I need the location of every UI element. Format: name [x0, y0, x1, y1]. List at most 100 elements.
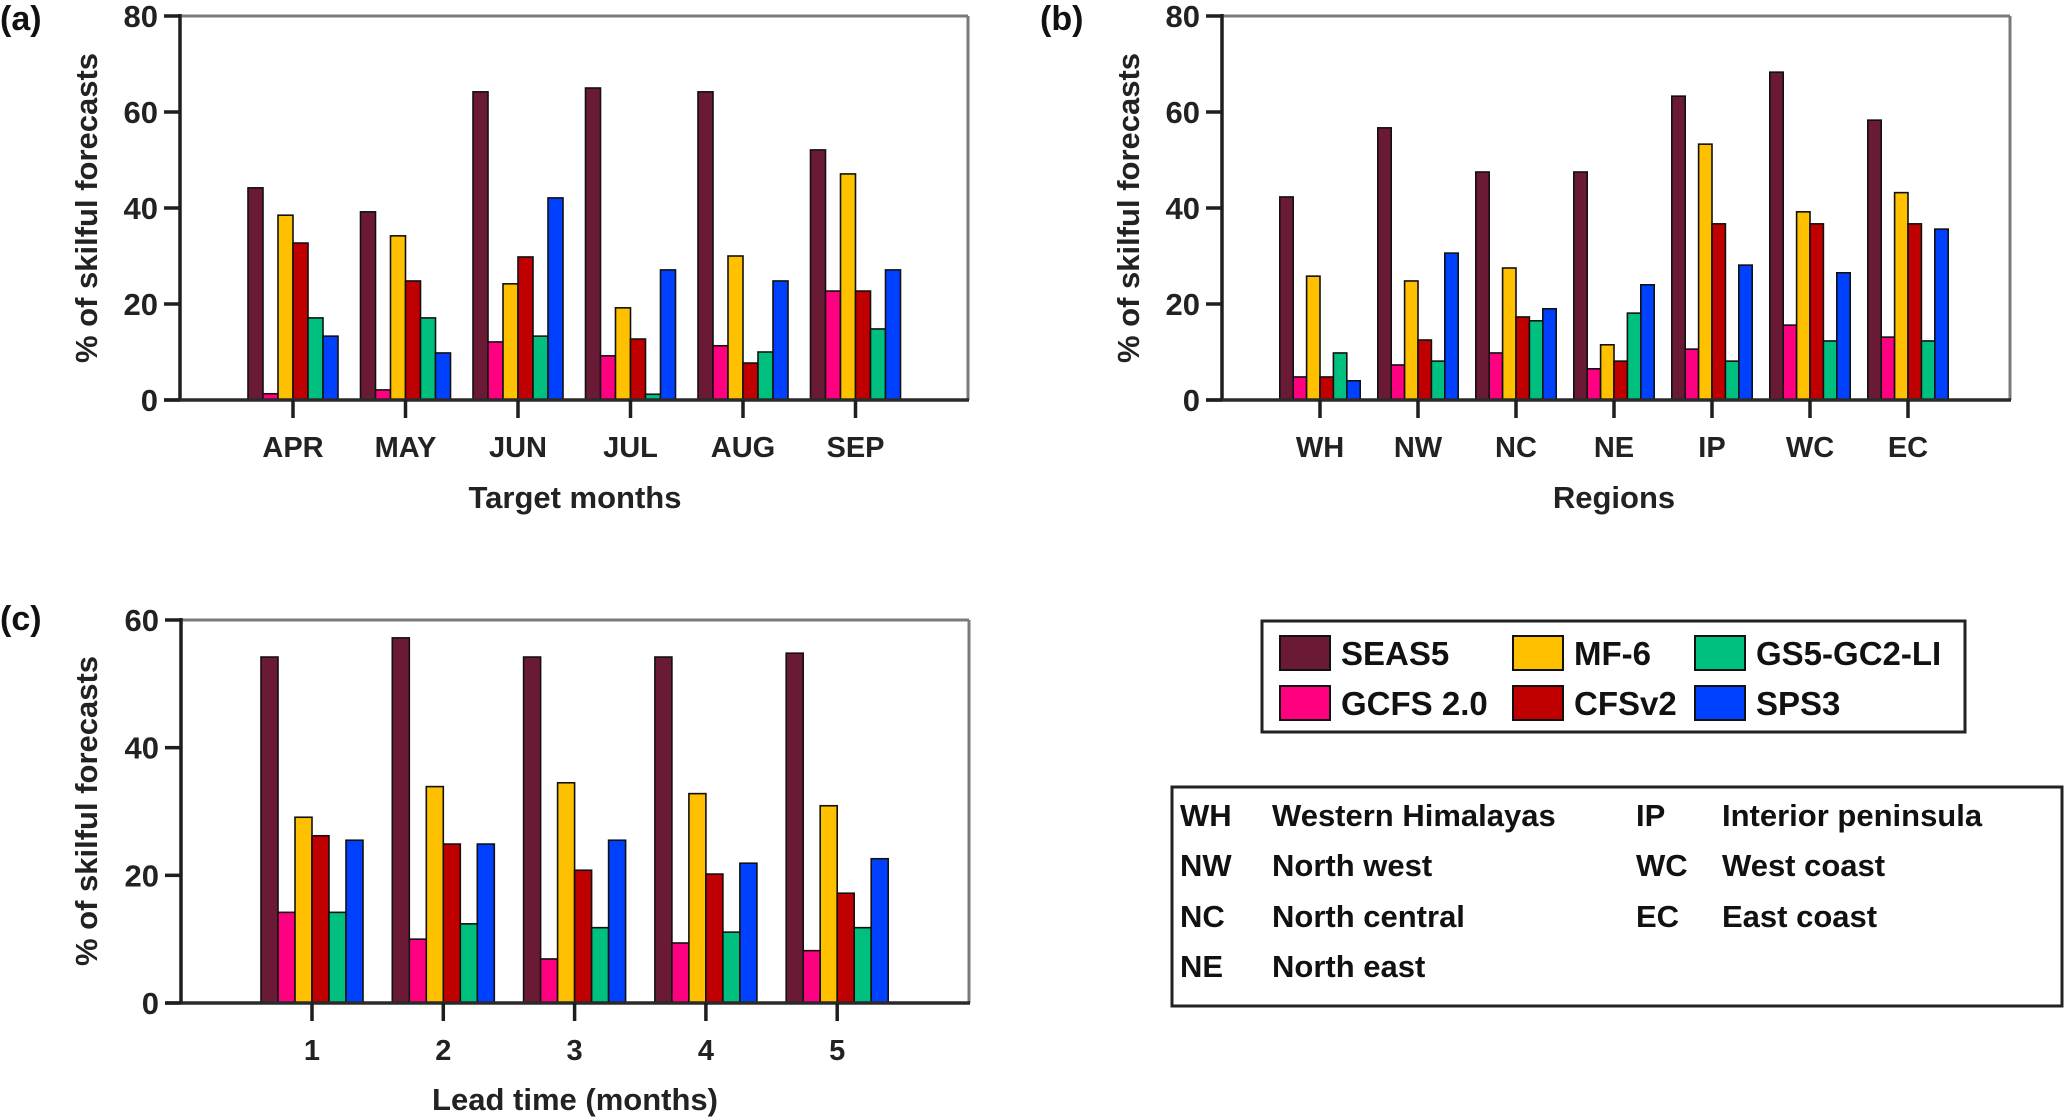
bar-b-cfsv2-ne — [1613, 360, 1629, 401]
plot-area-b: 0 20 40 60 80 WH NW NC NE IP WC EC — [1166, 0, 2012, 464]
bar-b-gs5-gc2-li-ip — [1724, 360, 1740, 401]
bar-a-sps3-may — [434, 352, 452, 401]
bar-b-gcfs-2-0-wh — [1292, 376, 1308, 401]
x-axis-title-c: Lead time (months) — [432, 1082, 718, 1117]
region-key-item-wh: WH Western Himalayas — [1180, 798, 1556, 833]
bar-a-seas5-may — [359, 211, 377, 401]
chart-panel-b: (b) % of skilful forecasts Regions 0 20 40… — [1040, 0, 2012, 515]
bar-b-gcfs-2-0-ip — [1684, 348, 1700, 401]
legend-label: SPS3 — [1756, 685, 1840, 722]
bar-a-cfsv2-jul — [629, 338, 647, 401]
region-key-item-ec: EC East coast — [1636, 899, 1877, 934]
bar-c-gs5-gc2-li-2 — [459, 923, 479, 1004]
bar-c-cfsv2-3 — [573, 869, 593, 1004]
bar-c-mf-6-5 — [819, 804, 839, 1004]
y-tick-label: 60 — [1166, 95, 1200, 130]
plot-area-c: 0 20 40 60 1 2 3 4 5 — [125, 603, 971, 1067]
bar-b-mf-6-wc — [1795, 211, 1811, 401]
y-tick-label: 80 — [1166, 0, 1200, 34]
x-tick-label: WH — [1296, 432, 1344, 464]
y-tick-label: 20 — [1166, 287, 1200, 322]
bar-b-mf-6-nc — [1501, 267, 1517, 401]
bar-b-gs5-gc2-li-wc — [1822, 340, 1838, 401]
region-abbr: NC — [1180, 899, 1225, 934]
bar-c-seas5-4 — [654, 656, 673, 1004]
bar-a-gs5-gc2-li-sep — [869, 328, 887, 401]
bar-c-gcfs-2-0-2 — [408, 938, 428, 1004]
y-tick-label: 40 — [124, 191, 158, 226]
bar-b-seas5-wh — [1279, 196, 1295, 401]
bar-c-sps3-5 — [870, 857, 890, 1004]
x-tick-label: IP — [1698, 432, 1725, 464]
region-name: North central — [1272, 899, 1465, 934]
y-tick-label: 0 — [141, 383, 158, 418]
legend-label: SEAS5 — [1341, 635, 1449, 672]
region-abbr: WH — [1180, 798, 1232, 833]
bar-b-gcfs-2-0-ne — [1586, 367, 1602, 401]
bar-c-mf-6-3 — [556, 781, 576, 1004]
bar-c-cfsv2-1 — [311, 834, 330, 1004]
x-tick-label: JUL — [603, 432, 658, 464]
legend-label: GS5-GC2-LI — [1756, 635, 1941, 672]
x-tick-label: APR — [262, 432, 323, 464]
bar-a-gs5-gc2-li-apr — [307, 317, 324, 401]
x-tick-label: NC — [1495, 432, 1537, 464]
bar-a-mf-6-sep — [839, 173, 857, 401]
bar-c-gcfs-2-0-1 — [277, 911, 296, 1004]
region-key: WH Western Himalayas NW North west NC North c… — [1170, 785, 2064, 1008]
bar-b-gcfs-2-0-wc — [1782, 324, 1798, 401]
region-name: North east — [1272, 949, 1425, 984]
bar-b-seas5-wc — [1769, 71, 1785, 401]
bar-b-sps3-ip — [1738, 264, 1754, 401]
bar-a-seas5-jun — [472, 91, 489, 401]
bar-a-mf-6-aug — [727, 255, 744, 401]
region-key-frame — [1170, 785, 2064, 1008]
bar-c-gs5-gc2-li-1 — [328, 911, 347, 1004]
bar-a-cfsv2-aug — [742, 362, 759, 401]
bar-a-gcfs-2-0-aug — [712, 344, 729, 401]
region-name: Interior peninsula — [1722, 798, 1983, 833]
bar-c-seas5-3 — [522, 656, 542, 1004]
y-tick-label: 0 — [142, 986, 159, 1021]
bar-a-mf-6-jun — [502, 283, 519, 401]
bar-a-gs5-gc2-li-jun — [532, 335, 549, 401]
bar-a-cfsv2-may — [404, 280, 422, 401]
bar-a-gs5-gc2-li-aug — [757, 351, 774, 401]
panel-label-b: (b) — [1040, 0, 1083, 38]
legend-label: MF-6 — [1574, 635, 1651, 672]
region-abbr: EC — [1636, 899, 1679, 934]
bar-b-mf-6-ip — [1697, 143, 1713, 401]
legend-item-cfsv2: CFSv2 — [1512, 685, 1677, 722]
region-name: North west — [1272, 848, 1432, 883]
bar-b-gs5-gc2-li-nw — [1430, 360, 1446, 401]
bar-a-seas5-aug — [697, 91, 714, 401]
bar-a-mf-6-apr — [277, 214, 294, 401]
region-key-item-ip: IP Interior peninsula — [1636, 798, 1983, 833]
x-tick-label: SEP — [826, 432, 884, 464]
bar-b-seas5-ne — [1573, 171, 1589, 401]
x-tick-label: 5 — [829, 1035, 845, 1067]
region-name: West coast — [1722, 848, 1885, 883]
legend-item-sps3: SPS3 — [1694, 685, 1840, 722]
region-key-item-nw: NW North west — [1180, 848, 1432, 883]
bar-c-sps3-1 — [345, 839, 364, 1004]
bar-c-gs5-gc2-li-4 — [722, 931, 741, 1004]
region-key-item-wc: WC West coast — [1636, 848, 1885, 883]
bar-c-sps3-2 — [476, 843, 496, 1004]
bar-c-cfsv2-5 — [836, 892, 856, 1004]
y-axis-title-c: % of skilful forecasts — [69, 656, 104, 966]
bar-b-cfsv2-wc — [1809, 223, 1825, 401]
bar-c-mf-6-1 — [294, 816, 313, 1004]
chart-panel-a: (a) % of skilful forecasts Target months… — [0, 0, 970, 515]
y-tick-label: 60 — [124, 95, 158, 130]
bar-b-sps3-nc — [1542, 307, 1558, 401]
legend-label: CFSv2 — [1574, 685, 1677, 722]
region-abbr: IP — [1636, 798, 1665, 833]
bar-a-seas5-apr — [247, 187, 264, 401]
bar-b-mf-6-wh — [1305, 275, 1321, 401]
bar-a-sps3-jun — [547, 197, 564, 401]
legend-swatch — [1694, 635, 1746, 671]
x-tick-label: AUG — [711, 432, 775, 464]
legend-item-gcfs-2-0: GCFS 2.0 — [1279, 685, 1488, 722]
